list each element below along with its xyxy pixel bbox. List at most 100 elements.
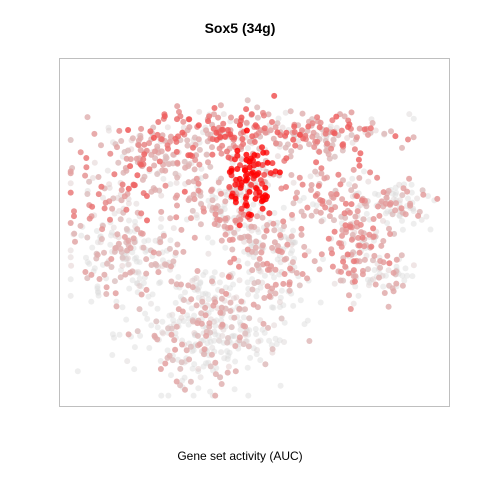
data-point bbox=[289, 259, 296, 266]
data-point bbox=[109, 352, 116, 358]
data-point bbox=[346, 209, 353, 216]
data-point bbox=[206, 113, 213, 120]
data-point bbox=[127, 245, 134, 251]
data-point bbox=[290, 179, 297, 186]
data-point bbox=[151, 162, 158, 169]
data-point bbox=[181, 158, 188, 165]
data-point bbox=[111, 171, 118, 178]
data-point bbox=[225, 363, 232, 370]
data-point bbox=[155, 269, 162, 276]
data-point bbox=[186, 356, 193, 363]
data-point bbox=[278, 185, 285, 192]
data-point bbox=[374, 174, 381, 181]
data-point bbox=[276, 169, 283, 176]
data-point bbox=[279, 124, 286, 131]
data-point bbox=[346, 181, 353, 188]
data-point bbox=[257, 337, 264, 344]
data-point bbox=[280, 218, 287, 225]
data-point bbox=[259, 144, 265, 151]
data-point bbox=[243, 127, 250, 134]
data-point bbox=[86, 215, 93, 222]
data-point bbox=[253, 331, 260, 338]
data-point bbox=[312, 192, 319, 199]
data-point bbox=[296, 282, 303, 289]
data-point bbox=[100, 194, 106, 201]
data-point bbox=[232, 358, 239, 365]
data-point bbox=[218, 295, 225, 302]
data-point bbox=[404, 188, 411, 195]
data-point bbox=[93, 228, 100, 234]
data-point bbox=[345, 124, 351, 130]
data-point bbox=[399, 226, 406, 233]
data-point bbox=[160, 330, 166, 337]
data-point bbox=[77, 222, 84, 229]
data-point bbox=[242, 195, 249, 202]
data-point bbox=[330, 136, 337, 143]
data-point bbox=[277, 382, 284, 389]
data-point bbox=[230, 281, 237, 288]
data-point bbox=[202, 269, 209, 276]
data-point bbox=[217, 102, 224, 109]
data-point bbox=[377, 264, 384, 271]
data-point bbox=[287, 250, 294, 257]
data-point bbox=[208, 186, 215, 193]
data-point bbox=[201, 346, 208, 353]
data-point bbox=[269, 160, 276, 167]
data-point bbox=[267, 170, 274, 177]
data-point bbox=[423, 213, 430, 220]
data-point bbox=[112, 245, 119, 252]
data-point bbox=[262, 361, 269, 368]
data-point bbox=[333, 191, 340, 198]
data-point bbox=[107, 216, 113, 223]
data-point bbox=[244, 97, 251, 104]
data-point bbox=[139, 176, 146, 183]
data-point bbox=[248, 212, 255, 218]
data-point bbox=[137, 283, 144, 290]
data-point bbox=[113, 298, 120, 305]
data-point bbox=[276, 337, 283, 344]
data-point bbox=[342, 214, 349, 221]
data-point bbox=[323, 127, 330, 134]
data-point bbox=[133, 155, 140, 162]
data-point bbox=[134, 172, 141, 179]
data-point bbox=[168, 331, 175, 338]
data-point bbox=[286, 281, 293, 288]
data-point bbox=[355, 156, 362, 163]
data-point bbox=[126, 285, 133, 292]
data-point bbox=[189, 284, 196, 291]
data-point bbox=[171, 337, 178, 344]
data-point bbox=[356, 249, 363, 256]
data-point bbox=[357, 221, 364, 228]
data-point bbox=[359, 234, 366, 241]
data-point bbox=[361, 168, 367, 175]
data-point bbox=[162, 182, 169, 189]
data-point bbox=[83, 155, 90, 161]
data-point bbox=[185, 321, 192, 328]
data-point bbox=[225, 352, 232, 359]
data-point bbox=[341, 210, 348, 217]
data-point bbox=[253, 293, 260, 300]
data-point bbox=[264, 159, 271, 166]
data-point bbox=[326, 213, 333, 220]
data-point bbox=[328, 191, 335, 197]
data-point bbox=[261, 233, 268, 240]
data-point bbox=[158, 192, 165, 199]
data-point bbox=[198, 320, 205, 327]
data-point bbox=[370, 276, 377, 283]
data-point bbox=[290, 136, 297, 143]
data-point bbox=[414, 195, 421, 202]
data-point bbox=[366, 231, 373, 238]
data-point bbox=[195, 294, 202, 301]
data-point bbox=[280, 302, 287, 309]
data-point bbox=[399, 144, 405, 151]
data-point bbox=[270, 135, 277, 142]
data-point bbox=[360, 216, 367, 223]
data-point bbox=[384, 208, 391, 215]
data-point bbox=[185, 197, 192, 204]
data-point bbox=[195, 136, 202, 143]
data-point bbox=[246, 138, 253, 145]
data-point bbox=[169, 311, 176, 318]
data-point bbox=[365, 178, 372, 185]
data-point bbox=[98, 142, 104, 149]
data-point bbox=[255, 279, 262, 285]
